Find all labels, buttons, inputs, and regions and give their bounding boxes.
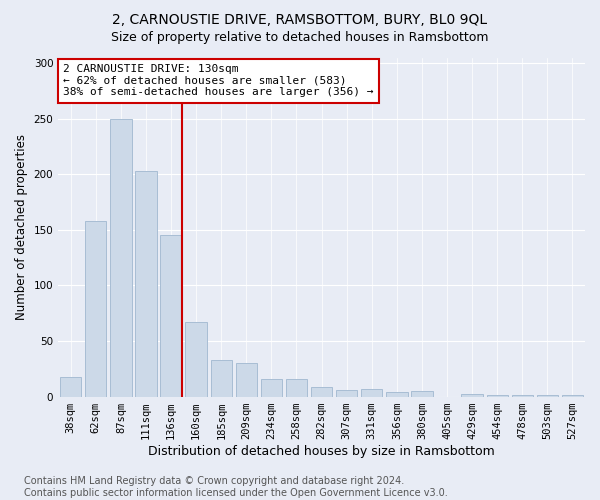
- Text: Size of property relative to detached houses in Ramsbottom: Size of property relative to detached ho…: [111, 31, 489, 44]
- Bar: [311, 386, 332, 396]
- Text: Contains HM Land Registry data © Crown copyright and database right 2024.
Contai: Contains HM Land Registry data © Crown c…: [24, 476, 448, 498]
- Bar: [361, 389, 382, 396]
- Bar: [461, 394, 483, 396]
- Bar: [185, 322, 207, 396]
- Bar: [261, 379, 282, 396]
- Bar: [85, 221, 106, 396]
- Bar: [411, 391, 433, 396]
- Bar: [336, 390, 358, 396]
- Y-axis label: Number of detached properties: Number of detached properties: [15, 134, 28, 320]
- Bar: [236, 363, 257, 396]
- Bar: [211, 360, 232, 397]
- Bar: [386, 392, 407, 396]
- Bar: [110, 118, 131, 396]
- Bar: [160, 236, 182, 396]
- Text: 2 CARNOUSTIE DRIVE: 130sqm
← 62% of detached houses are smaller (583)
38% of sem: 2 CARNOUSTIE DRIVE: 130sqm ← 62% of deta…: [64, 64, 374, 98]
- Text: 2, CARNOUSTIE DRIVE, RAMSBOTTOM, BURY, BL0 9QL: 2, CARNOUSTIE DRIVE, RAMSBOTTOM, BURY, B…: [112, 12, 488, 26]
- Bar: [136, 171, 157, 396]
- Bar: [60, 376, 82, 396]
- X-axis label: Distribution of detached houses by size in Ramsbottom: Distribution of detached houses by size …: [148, 444, 495, 458]
- Bar: [286, 379, 307, 396]
